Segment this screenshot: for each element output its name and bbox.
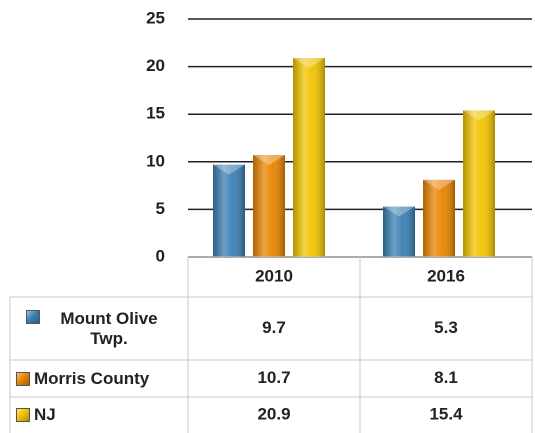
legend-key [16,371,30,386]
table-value: 10.7 [257,368,290,387]
legend-label: NJ [34,405,56,424]
y-tick-label: 20 [146,56,165,75]
legend-label: Mount Olive Twp. [60,308,158,348]
legend-entry: NJ [16,397,184,433]
x-tick-label: 2016 [427,266,465,285]
legend-key [16,408,30,422]
bar-gloss [293,58,325,258]
legend-entry: Morris County [16,360,184,397]
bar-bevel [463,110,495,121]
y-tick-label: 5 [156,199,165,218]
bar-bevel [293,58,325,69]
bar-gloss [213,164,245,257]
bar-gloss [463,110,495,257]
legend-key [26,310,40,324]
y-tick-label: 15 [146,104,165,123]
table-value: 9.7 [262,318,286,337]
table-value: 5.3 [434,318,458,337]
table-value: 15.4 [429,404,463,423]
y-tick-label: 0 [156,246,165,265]
bar-gloss [253,155,285,257]
legend-label: Morris County [34,368,150,388]
table-value: 8.1 [434,368,458,387]
bar-bevel [423,179,455,190]
y-tick-label: 10 [146,151,165,170]
table-value: 20.9 [257,404,290,423]
bar-gloss [383,206,415,257]
y-tick-label: 25 [146,8,165,27]
bar-bevel [253,155,285,166]
bar-gloss [423,179,455,257]
legend-entry: Mount Olive Twp. [16,297,184,360]
x-tick-label: 2010 [255,266,293,285]
bar-bevel [383,206,415,217]
bar-bevel [213,164,245,175]
